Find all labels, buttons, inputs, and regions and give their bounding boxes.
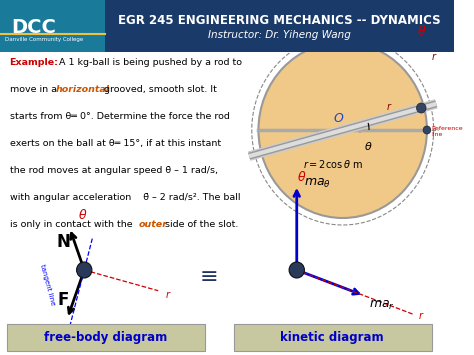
Text: N: N [56, 233, 70, 251]
Text: $\theta$: $\theta$ [297, 170, 306, 184]
Text: r: r [165, 290, 170, 300]
Text: r: r [432, 52, 436, 62]
Text: F: F [58, 291, 69, 309]
Text: $r = 2\cos\theta$ m: $r = 2\cos\theta$ m [303, 158, 363, 170]
Text: $ma_\theta$: $ma_\theta$ [304, 177, 331, 190]
Text: starts from θ═ 0°. Determine the force the rod: starts from θ═ 0°. Determine the force t… [9, 112, 229, 121]
Circle shape [417, 103, 426, 113]
Text: side of the slot.: side of the slot. [164, 220, 238, 229]
Text: DCC: DCC [11, 18, 56, 37]
Text: Instructor: Dr. Yiheng Wang: Instructor: Dr. Yiheng Wang [208, 30, 351, 40]
Text: tangent line: tangent line [39, 264, 56, 306]
Text: kinetic diagram: kinetic diagram [280, 331, 384, 344]
Text: outer: outer [139, 220, 168, 229]
Text: Reference
line: Reference line [432, 126, 464, 137]
Text: move in a: move in a [9, 85, 60, 94]
Text: $\theta$: $\theta$ [78, 208, 87, 222]
Bar [0, 0, 105, 52]
Text: $\theta$: $\theta$ [364, 140, 373, 152]
Bar [105, 0, 454, 52]
Text: grooved, smooth slot. It: grooved, smooth slot. It [104, 85, 217, 94]
Text: $\theta$: $\theta$ [418, 24, 427, 38]
FancyBboxPatch shape [7, 324, 205, 351]
Text: A 1 kg-ball is being pushed by a rod to: A 1 kg-ball is being pushed by a rod to [59, 58, 242, 67]
Text: exerts on the ball at θ═ 15°, if at this instant: exerts on the ball at θ═ 15°, if at this… [9, 139, 221, 148]
Text: horizontal: horizontal [55, 85, 109, 94]
Text: Example:: Example: [9, 58, 58, 67]
Text: $ma_r$: $ma_r$ [369, 299, 395, 312]
Text: O: O [333, 112, 343, 125]
Text: is only in contact with the: is only in contact with the [9, 220, 135, 229]
FancyBboxPatch shape [234, 324, 432, 351]
Text: EGR 245 ENGINEERING MECHANICS -- DYNAMICS: EGR 245 ENGINEERING MECHANICS -- DYNAMIC… [118, 14, 441, 27]
Text: with angular acceleration    θ̈ – 2 rad/s². The ball: with angular acceleration θ̈ – 2 rad/s².… [9, 193, 240, 202]
Circle shape [77, 262, 92, 278]
Text: free-body diagram: free-body diagram [44, 331, 167, 344]
Text: the rod moves at angular speed θ̇ – 1 rad/s,: the rod moves at angular speed θ̇ – 1 ra… [9, 166, 218, 175]
Circle shape [423, 126, 431, 134]
Text: r: r [418, 311, 422, 321]
Circle shape [289, 262, 304, 278]
Text: Danville Community College: Danville Community College [5, 37, 83, 42]
Text: r: r [387, 102, 391, 112]
Text: $\equiv$: $\equiv$ [194, 265, 217, 285]
Circle shape [258, 42, 427, 218]
